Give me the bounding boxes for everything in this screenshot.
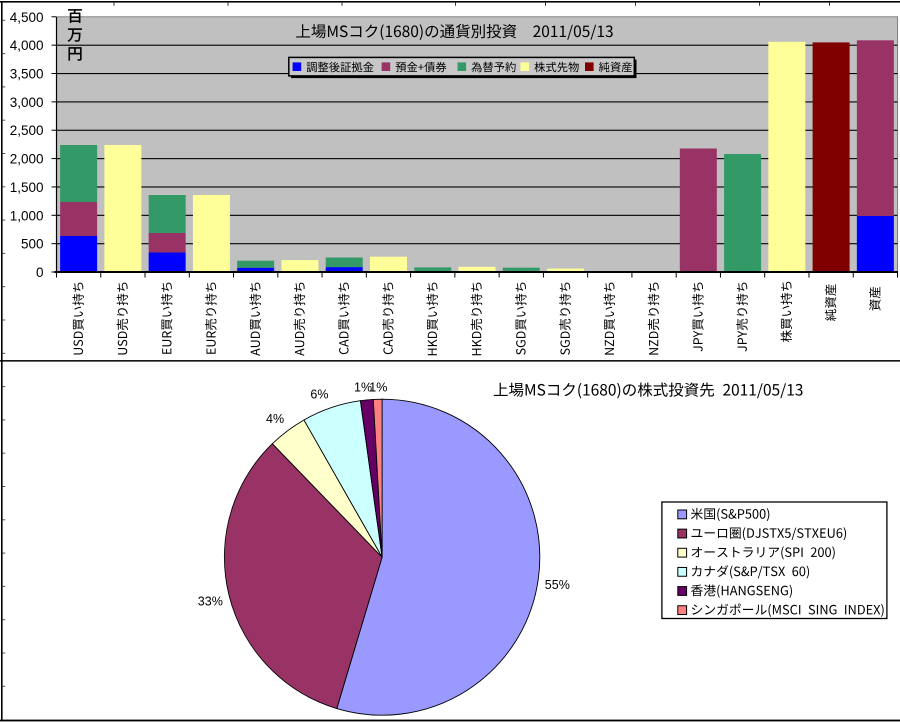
svg-text:3,500: 3,500 (10, 67, 44, 82)
svg-text:3,000: 3,000 (10, 95, 44, 110)
svg-text:55%: 55% (545, 578, 570, 592)
svg-text:1%: 1% (369, 380, 387, 394)
svg-text:2,500: 2,500 (10, 123, 44, 138)
svg-text:6%: 6% (310, 388, 328, 402)
svg-text:500: 500 (21, 237, 44, 252)
svg-text:4,500: 4,500 (10, 10, 44, 25)
svg-text:33%: 33% (198, 595, 223, 609)
svg-text:1%: 1% (354, 380, 372, 394)
svg-text:4,000: 4,000 (10, 38, 44, 53)
svg-text:2,000: 2,000 (10, 152, 44, 167)
svg-text:1,000: 1,000 (10, 208, 44, 223)
svg-text:1,500: 1,500 (10, 180, 44, 195)
svg-text:4%: 4% (266, 412, 284, 426)
svg-text:0: 0 (36, 265, 44, 280)
